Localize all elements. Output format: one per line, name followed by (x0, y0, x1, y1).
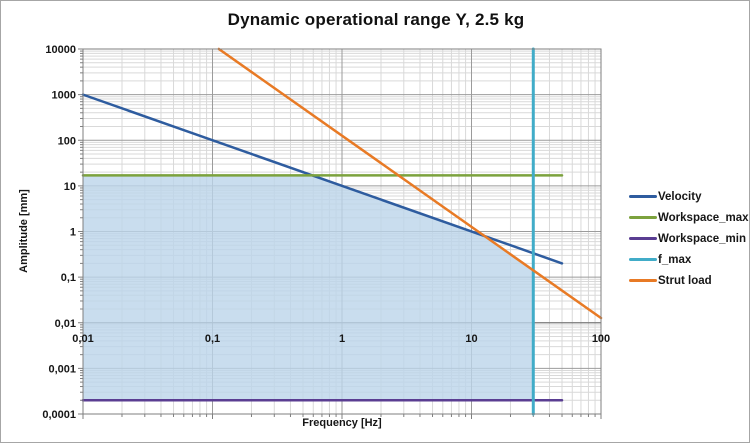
legend-swatch-velocity (629, 194, 657, 199)
legend-swatch-strut-load (629, 278, 657, 283)
legend-item-strut-load: Strut load (629, 274, 749, 287)
y-tick-label: 10000 (45, 44, 76, 56)
x-tick-label: 100 (592, 333, 610, 345)
series-line-strut-load (217, 47, 603, 320)
chart-title: Dynamic operational range Y, 2.5 kg (227, 10, 525, 29)
legend-label: f_max (658, 253, 692, 266)
x-axis-title: Frequency [Hz] (302, 417, 382, 429)
x-tick-label: 0,1 (205, 333, 220, 345)
y-tick-label: 0,1 (61, 272, 76, 284)
y-axis-title: Amplitude [mm] (18, 189, 30, 273)
y-tick-label: 1000 (52, 90, 76, 102)
operational-range-area (83, 175, 534, 401)
legend-item-velocity: Velocity (629, 190, 749, 203)
legend-label: Velocity (658, 190, 702, 203)
y-tick-label: 0,0001 (42, 409, 76, 421)
y-tick-label: 1 (70, 227, 76, 239)
y-tick-label: 10 (64, 181, 76, 193)
plot-border (82, 48, 602, 415)
legend-label: Strut load (658, 274, 712, 287)
x-tick-label: 10 (465, 333, 477, 345)
x-tick-label: 1 (339, 333, 345, 345)
legend-swatch-f-max (629, 257, 657, 262)
legend: Velocity Workspace_max Workspace_min f_m… (629, 190, 749, 295)
legend-label: Workspace_max (658, 211, 749, 224)
y-tick-label: 100 (58, 135, 76, 147)
x-tick-label: 0,01 (72, 333, 93, 345)
legend-label: Workspace_min (658, 232, 746, 245)
legend-item-workspace-max: Workspace_max (629, 211, 749, 224)
y-tick-label: 0,001 (48, 363, 76, 375)
legend-swatch-workspace-min (629, 236, 657, 241)
legend-swatch-workspace-max (629, 215, 657, 220)
y-tick-label: 0,01 (55, 318, 76, 330)
legend-item-f-max: f_max (629, 253, 749, 266)
legend-item-workspace-min: Workspace_min (629, 232, 749, 245)
